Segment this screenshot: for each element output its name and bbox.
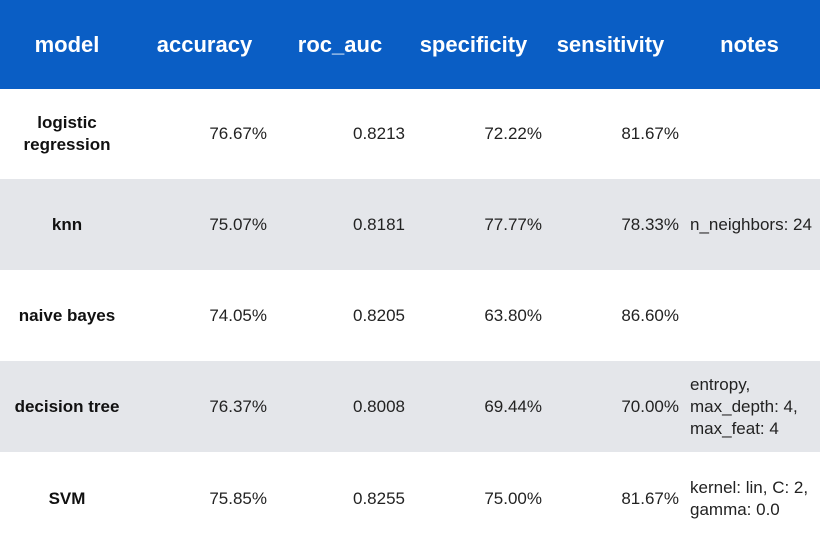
notes-value: n_neighbors: 24 (690, 214, 812, 234)
specificity-value: 75.00% (484, 488, 542, 508)
roc-auc-value: 0.8213 (353, 124, 405, 143)
accuracy-value: 75.85% (209, 488, 267, 508)
header-row: model accuracy roc_auc specificity sensi… (0, 0, 820, 89)
notes-value (679, 270, 820, 361)
roc-auc-value: 0.8255 (353, 488, 405, 508)
header-roc-auc: roc_auc (297, 31, 383, 57)
header-notes: notes (720, 31, 779, 57)
table-row: knn 75.07% 0.8181 77.77% 78.33% n_neighb… (0, 179, 820, 270)
table-row: logistic regression 76.67% 0.8213 72.22%… (0, 89, 820, 179)
accuracy-value: 74.05% (209, 305, 267, 325)
specificity-value: 63.80% (484, 305, 542, 325)
header-specificity: specificity (419, 31, 528, 57)
model-name: knn (51, 214, 83, 234)
model-name: naive bayes (18, 305, 116, 325)
table-row: naive bayes 74.05% 0.8205 63.80% 86.60% (0, 270, 820, 361)
model-name: logistic regression (23, 113, 111, 154)
sensitivity-value: 86.60% (621, 305, 679, 325)
sensitivity-value: 81.67% (621, 124, 679, 143)
sensitivity-value: 70.00% (621, 396, 679, 416)
accuracy-value: 76.67% (209, 124, 267, 143)
specificity-value: 72.22% (484, 124, 542, 143)
header-accuracy: accuracy (156, 31, 253, 57)
accuracy-value: 76.37% (209, 396, 267, 416)
model-name: SVM (48, 488, 86, 508)
roc-auc-value: 0.8008 (353, 396, 405, 416)
table-row: SVM 75.85% 0.8255 75.00% 81.67% kernel: … (0, 452, 820, 545)
header-sensitivity: sensitivity (556, 31, 665, 57)
notes-value (679, 89, 820, 179)
roc-auc-value: 0.8181 (353, 214, 405, 234)
table-row: decision tree 76.37% 0.8008 69.44% 70.00… (0, 361, 820, 452)
notes-value: entropy, max_depth: 4, max_feat: 4 (690, 374, 798, 438)
notes-value: kernel: lin, C: 2, gamma: 0.0 (690, 477, 809, 519)
sensitivity-value: 78.33% (621, 214, 679, 234)
table-body: logistic regression 76.67% 0.8213 72.22%… (0, 89, 820, 545)
sensitivity-value: 81.67% (621, 488, 679, 508)
accuracy-value: 75.07% (209, 214, 267, 234)
table-header: model accuracy roc_auc specificity sensi… (0, 0, 820, 89)
specificity-value: 69.44% (484, 396, 542, 416)
specificity-value: 77.77% (484, 214, 542, 234)
header-model: model (34, 31, 100, 57)
roc-auc-value: 0.8205 (353, 305, 405, 325)
model-name: decision tree (14, 396, 120, 416)
